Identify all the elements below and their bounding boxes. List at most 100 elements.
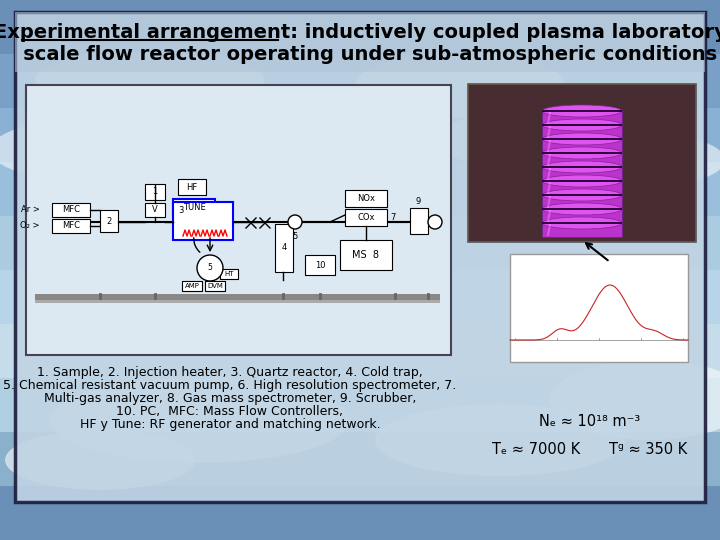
Text: COx: COx	[357, 213, 374, 222]
Circle shape	[288, 215, 302, 229]
Text: 5. Chemical resistant vacuum pump, 6. High resolution spectrometer, 7.: 5. Chemical resistant vacuum pump, 6. Hi…	[4, 379, 456, 392]
Bar	[542, 195, 622, 209]
Text: V: V	[152, 206, 158, 214]
Bar	[510, 254, 688, 362]
Bar	[35, 300, 440, 303]
Ellipse shape	[542, 147, 622, 159]
Text: 4: 4	[282, 244, 287, 253]
Ellipse shape	[542, 161, 622, 173]
Bar	[542, 209, 622, 223]
Bar	[173, 199, 215, 215]
Bar	[542, 166, 622, 168]
Text: scale flow reactor operating under sub-atmospheric conditions: scale flow reactor operating under sub-a…	[3, 44, 717, 64]
Bar	[0, 270, 720, 324]
Bar	[542, 223, 622, 237]
Text: 5: 5	[292, 232, 297, 241]
Text: Tᵍ ≈ 350 K: Tᵍ ≈ 350 K	[609, 442, 687, 457]
Text: Tₑ ≈ 7000 K: Tₑ ≈ 7000 K	[492, 442, 580, 457]
Text: DVM: DVM	[207, 283, 223, 289]
Text: HF: HF	[186, 183, 197, 192]
Text: Nₑ ≈ 10¹⁸ m⁻³: Nₑ ≈ 10¹⁸ m⁻³	[539, 415, 641, 429]
Ellipse shape	[542, 105, 622, 117]
Bar	[542, 139, 622, 153]
Ellipse shape	[555, 132, 720, 187]
Bar	[542, 194, 622, 196]
Bar	[0, 378, 720, 432]
Bar	[542, 208, 622, 210]
Bar	[0, 54, 720, 108]
Bar	[0, 324, 720, 378]
Bar	[0, 432, 720, 486]
Text: HF y Tune: RF generator and matching network.: HF y Tune: RF generator and matching net…	[80, 418, 380, 431]
Text: NOx: NOx	[357, 194, 375, 203]
Ellipse shape	[190, 132, 450, 207]
Bar	[26, 85, 451, 355]
Ellipse shape	[435, 111, 625, 169]
Text: 9: 9	[415, 197, 420, 206]
Ellipse shape	[355, 52, 565, 118]
Bar	[542, 138, 622, 140]
Bar	[542, 167, 622, 181]
Bar	[52, 219, 90, 233]
Bar	[35, 294, 440, 300]
Bar	[220, 269, 238, 279]
Text: MFC: MFC	[62, 206, 80, 214]
Bar	[340, 240, 392, 270]
Bar	[178, 179, 206, 195]
Ellipse shape	[542, 133, 622, 145]
Ellipse shape	[35, 52, 265, 107]
Bar	[542, 125, 622, 139]
Bar	[275, 224, 293, 272]
Text: TUNE: TUNE	[183, 202, 205, 212]
Bar	[15, 12, 705, 72]
Bar	[542, 222, 622, 224]
Text: 3: 3	[178, 206, 184, 215]
Ellipse shape	[542, 217, 622, 229]
Ellipse shape	[5, 430, 195, 490]
Bar	[468, 84, 696, 242]
Text: O₂ >: O₂ >	[20, 221, 40, 231]
Bar	[0, 216, 720, 270]
Bar	[542, 180, 622, 182]
Bar	[410, 208, 428, 234]
Bar	[0, 0, 720, 54]
Text: 7: 7	[390, 213, 395, 221]
Bar	[0, 486, 720, 540]
Text: HT: HT	[224, 271, 234, 277]
Bar	[182, 281, 202, 291]
Text: MS  8: MS 8	[353, 250, 379, 260]
Bar	[205, 281, 225, 291]
Bar	[345, 190, 387, 207]
Text: Multi-gas analyzer, 8. Gas mass spectrometer, 9. Scrubber,: Multi-gas analyzer, 8. Gas mass spectrom…	[44, 392, 416, 405]
Ellipse shape	[375, 404, 625, 476]
Bar	[542, 124, 622, 126]
Bar	[52, 203, 90, 217]
Bar	[0, 162, 720, 216]
Bar	[145, 203, 165, 217]
Bar	[542, 111, 622, 125]
Bar	[542, 181, 622, 195]
Bar	[345, 209, 387, 226]
Ellipse shape	[542, 203, 622, 215]
Circle shape	[197, 255, 223, 281]
Bar	[542, 110, 622, 112]
Text: Ar >: Ar >	[21, 206, 40, 214]
Ellipse shape	[0, 118, 210, 183]
Bar	[100, 210, 118, 232]
Ellipse shape	[542, 189, 622, 201]
Text: Experimental arrangement: inductively coupled plasma laboratory: Experimental arrangement: inductively co…	[0, 23, 720, 42]
Text: 1: 1	[153, 187, 158, 197]
Bar	[173, 202, 233, 240]
Bar	[542, 152, 622, 154]
Text: 5: 5	[207, 264, 212, 273]
Ellipse shape	[550, 360, 720, 440]
Ellipse shape	[542, 175, 622, 187]
Ellipse shape	[542, 119, 622, 131]
Bar	[145, 184, 165, 200]
Text: 2: 2	[107, 217, 112, 226]
Text: 10: 10	[315, 260, 325, 269]
Ellipse shape	[50, 377, 350, 462]
Text: 10. PC,  MFC: Mass Flow Controllers,: 10. PC, MFC: Mass Flow Controllers,	[117, 405, 343, 418]
Text: 1. Sample, 2. Injection heater, 3. Quartz reactor, 4. Cold trap,: 1. Sample, 2. Injection heater, 3. Quart…	[37, 366, 423, 379]
Bar	[305, 255, 335, 275]
